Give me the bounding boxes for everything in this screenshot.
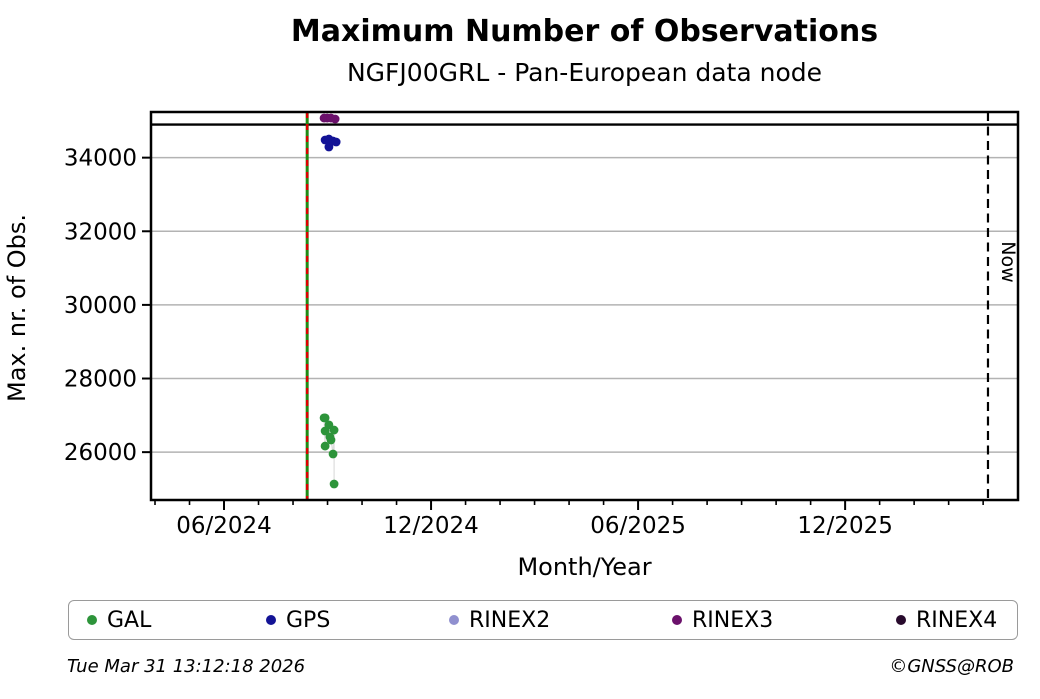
legend-item-gal: GAL (87, 601, 151, 639)
legend-item-rinex2: RINEX2 (449, 601, 550, 639)
plot-border (149, 110, 1020, 502)
data-point-gal (329, 479, 339, 489)
legend-label-gps: GPS (286, 607, 331, 633)
timestamp-text: Tue Mar 31 13:12:18 2026 (67, 656, 306, 677)
copyright-text: ©GNSS@ROB (889, 656, 1014, 677)
legend-marker-rinex3 (672, 615, 682, 625)
y-tick-label: 32000 (64, 219, 137, 245)
legend-label-rinex4: RINEX4 (916, 607, 998, 633)
legend-marker-rinex4 (896, 615, 906, 625)
legend-label-gal: GAL (107, 607, 152, 633)
legend-marker-gps (266, 615, 276, 625)
chart-title: Maximum Number of Observations (290, 14, 879, 49)
data-point-gal (320, 441, 330, 451)
x-axis-label: Month/Year (517, 553, 652, 581)
legend-item-gps: GPS (266, 601, 330, 639)
legend-label-rinex3: RINEX3 (692, 607, 774, 633)
data-point-gal (329, 425, 339, 435)
data-point-gal (328, 449, 338, 459)
data-point-gps (331, 137, 341, 147)
now-label: Now (997, 241, 1019, 282)
legend-label-rinex2: RINEX2 (469, 607, 551, 633)
data-point-gal (326, 435, 336, 445)
legend-item-rinex3: RINEX3 (672, 601, 773, 639)
x-tick-label: 06/2024 (176, 513, 272, 539)
legend-marker-rinex2 (449, 615, 459, 625)
y-tick-label: 26000 (64, 440, 137, 466)
y-tick-label: 28000 (64, 367, 137, 393)
data-point-gal (320, 413, 330, 423)
x-tick-label: 12/2025 (797, 513, 893, 539)
data-point-rinex3 (330, 114, 340, 124)
x-tick-label: 06/2025 (590, 513, 686, 539)
legend-marker-gal (87, 615, 97, 625)
y-tick-label: 30000 (64, 293, 137, 319)
legend-item-rinex4: RINEX4 (896, 601, 997, 639)
x-tick-label: 12/2024 (383, 513, 479, 539)
legend-box: GAL GPS RINEX2 RINEX3 RINEX4 (68, 600, 1018, 640)
y-tick-label: 34000 (64, 146, 137, 172)
chart-subtitle: NGFJ00GRL - Pan-European data node (346, 58, 823, 87)
